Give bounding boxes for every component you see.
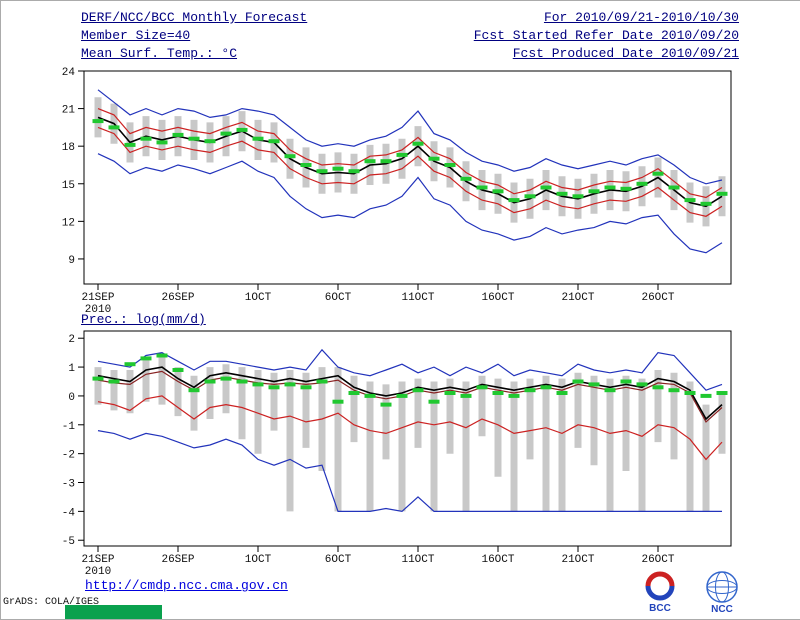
prec-y-tick-label: -2	[62, 450, 75, 462]
prec-x-tick-label: 6OCT	[325, 554, 352, 566]
temp-x-tick-label: 26OCT	[641, 292, 674, 304]
header-row-3: Mean Surf. Temp.: °C Fcst Produced Date …	[81, 46, 739, 61]
bcc-label: BCC	[649, 603, 671, 614]
member-size-label: Member Size=40	[81, 28, 191, 43]
temp-plot-frame	[83, 70, 732, 285]
prec-x-tick-label: 21SEP	[81, 554, 114, 566]
prec-ensemble-min-line	[97, 430, 722, 513]
prec-chart-title: Prec.: log(mm/d)	[81, 312, 206, 327]
prec-y-tick-label: -3	[62, 479, 75, 491]
prec-x-tick-label: 26OCT	[641, 554, 674, 566]
prec-x-tick-label: 26SEP	[161, 554, 194, 566]
prec-upper-quartile-line	[97, 370, 723, 423]
temp-x-tick-label: 21OCT	[561, 292, 594, 304]
temp-upper-quartile-line	[97, 108, 723, 199]
temp-x-tick-label: 1OCT	[245, 292, 272, 304]
cmdp-link[interactable]: http://cmdp.ncc.cma.gov.cn	[85, 578, 288, 593]
footer-url-row: http://cmdp.ncc.cma.gov.cn	[85, 578, 288, 593]
temp-ensemble-mean-line	[97, 116, 723, 208]
prec-y-tick-label: 0	[68, 392, 75, 404]
prec-x-tick-label: 21OCT	[561, 554, 594, 566]
bcc-swirl-blue	[645, 585, 675, 601]
temp-x-tick-label: 21SEP	[81, 292, 114, 304]
temp-y-tick-label: 21	[62, 105, 76, 117]
prec-x-tick-label: 1OCT	[245, 554, 272, 566]
temp-chart-title: Mean Surf. Temp.: °C	[81, 46, 238, 61]
prec-x-year-label: 2010	[85, 566, 111, 578]
footer-logos: BCC NCC	[645, 571, 738, 615]
prec-y-tick-label: -4	[62, 507, 76, 519]
header-row-1: DERF/NCC/BCC Monthly Forecast For 2010/0…	[81, 10, 739, 25]
fcst-started-label: Fcst Started Refer Date 2010/09/20	[473, 28, 739, 43]
temp-y-tick-label: 12	[62, 217, 75, 229]
prec-x-tick-label: 16OCT	[481, 554, 514, 566]
green-box	[65, 605, 162, 619]
forecast-period: For 2010/09/21-2010/10/30	[543, 10, 739, 25]
prec-y-tick-label: -5	[62, 536, 75, 548]
temp-lower-quartile-line	[97, 126, 723, 217]
temp-chart: 24 21 18 15 12 9 21SEP 26SEP 1OCT 6OCT 11OCT 16OCT 2…	[62, 67, 732, 316]
prec-plot-frame	[83, 330, 732, 547]
prec-chart: 2 1 0 -1 -2 -3 -4 -5 21SEP 26SEP 1OCT 6OCT 11OCT 16OC…	[62, 330, 732, 578]
temp-x-tick-label: 16OCT	[481, 292, 514, 304]
ncc-logo: NCC	[706, 571, 738, 615]
temp-x-tick-label: 6OCT	[325, 292, 352, 304]
grads-credit: GrADS: COLA/IGES	[3, 597, 100, 608]
temp-y-tick-label: 9	[68, 255, 75, 267]
page-title: DERF/NCC/BCC Monthly Forecast	[81, 10, 308, 25]
prec-ensemble-max-line	[97, 348, 723, 391]
prec-lower-quartile-line	[97, 395, 723, 461]
ncc-label: NCC	[711, 604, 733, 615]
bcc-swirl-red	[645, 571, 675, 587]
prec-y-tick-label: 1	[68, 363, 75, 375]
temp-x-tick-label: 11OCT	[401, 292, 434, 304]
temp-x-tick-label: 26SEP	[161, 292, 194, 304]
bcc-logo: BCC	[645, 571, 675, 614]
header-row-2: Member Size=40 Fcst Started Refer Date 2…	[81, 28, 739, 43]
temp-y-tick-label: 15	[62, 180, 75, 192]
prec-y-tick-label: -1	[62, 421, 76, 433]
temp-y-tick-label: 18	[62, 142, 75, 154]
temp-x-year-label: 2010	[85, 304, 111, 316]
temp-y-tick-label: 24	[62, 67, 76, 79]
prec-y-tick-label: 2	[68, 334, 75, 346]
temp-ensemble-min-line	[97, 153, 723, 254]
prec-ensemble-mean-line	[97, 366, 723, 421]
temp-ensemble-max-line	[97, 89, 723, 185]
fcst-produced-label: Fcst Produced Date 2010/09/21	[512, 46, 739, 61]
prec-x-tick-label: 11OCT	[401, 554, 434, 566]
